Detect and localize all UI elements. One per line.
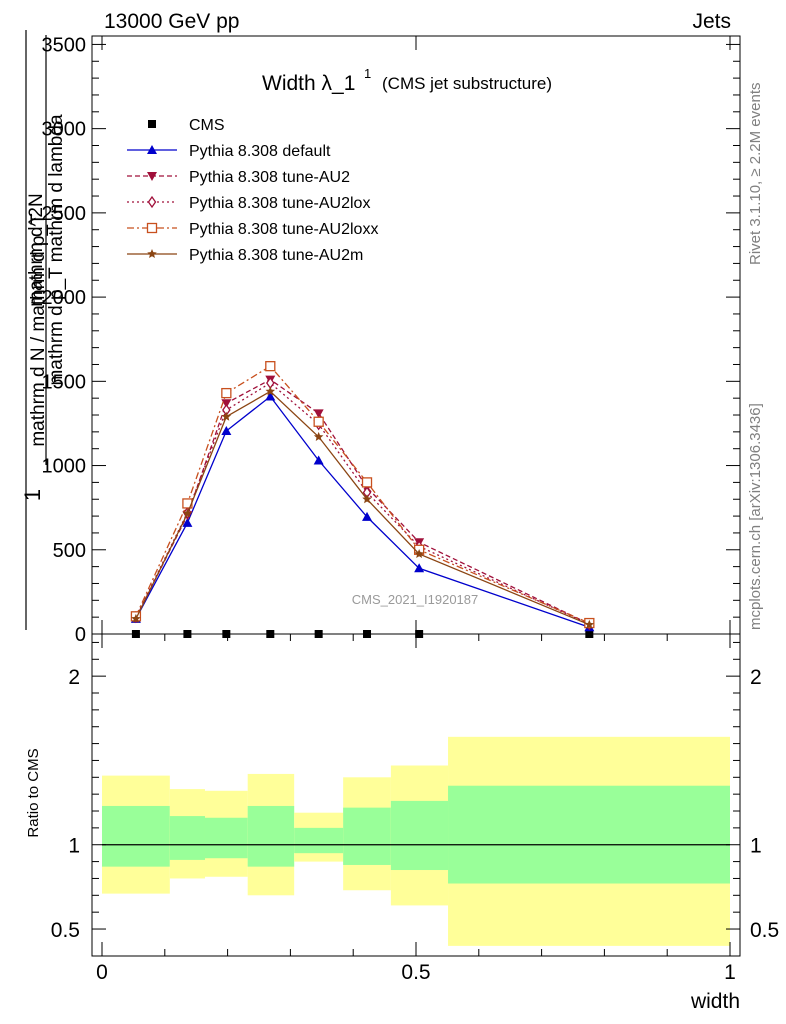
upper-ytick-label: 2500 bbox=[42, 203, 87, 225]
ratio-ylabel: Ratio to CMS bbox=[25, 748, 42, 837]
uncertainty-band-green bbox=[247, 805, 295, 867]
legend-label: Pythia 8.308 tune-AU2m bbox=[189, 247, 363, 264]
legend-marker bbox=[147, 249, 157, 259]
series-line bbox=[135, 378, 590, 625]
data-point bbox=[221, 399, 232, 409]
lower-panel: 0.5 0.5 1 1 2 2 0 0.5 1 Ratio to CMS width bbox=[25, 36, 779, 1013]
series-line bbox=[135, 382, 590, 625]
uncertainty-band-green bbox=[448, 785, 730, 884]
legend-marker bbox=[146, 222, 158, 234]
data-point bbox=[361, 477, 373, 488]
legend-label: Pythia 8.308 tune-AU2loxx bbox=[189, 221, 378, 238]
legend-marker bbox=[147, 145, 157, 154]
uncertainty-band-green bbox=[169, 816, 205, 860]
upper-ytick-label: 500 bbox=[53, 540, 86, 562]
ylabel-numerator: 1 bbox=[20, 489, 45, 501]
ylabel-denominator: mathrm d N / mathrm d p_T bbox=[28, 213, 49, 447]
xtick-label: 1 bbox=[724, 961, 736, 984]
series-line bbox=[135, 390, 590, 626]
data-point bbox=[584, 619, 595, 629]
series-line bbox=[135, 395, 590, 628]
upper-panel: 0 500 1000 1500 2000 2500 3000 3500 Width λ_1 1… bbox=[42, 34, 741, 646]
legend-label: Pythia 8.308 tune-AU2 bbox=[189, 169, 350, 186]
rivet-side-label: Rivet 3.1.10, ≥ 2.2M events bbox=[747, 83, 764, 266]
series-line bbox=[135, 365, 590, 624]
data-point bbox=[182, 517, 193, 527]
data-point bbox=[265, 386, 276, 396]
lower-ytick-label-right: 0.5 bbox=[750, 919, 779, 942]
upper-ytick-label: 2000 bbox=[42, 287, 87, 309]
mcplots-side-label-group: mcplots.cern.ch [arXiv:1306.3436] bbox=[747, 403, 764, 630]
data-point bbox=[221, 411, 232, 421]
upper-ytick-label: 3000 bbox=[42, 119, 87, 141]
ylabel-inner-top: mathrm d^2N bbox=[26, 193, 47, 306]
xtick-label: 0 bbox=[96, 961, 108, 984]
uncertainty-band-green bbox=[204, 817, 248, 859]
data-point bbox=[313, 416, 324, 427]
header-right-label: Jets bbox=[692, 10, 731, 33]
uncertainty-band-green bbox=[102, 805, 170, 867]
lower-ylabel: Ratio to CMS bbox=[25, 748, 42, 837]
uncertainty-band-green bbox=[390, 800, 449, 871]
header-left-label: 13000 GeV pp bbox=[104, 10, 239, 33]
legend-marker bbox=[148, 120, 156, 128]
legend-marker bbox=[147, 172, 157, 181]
legend-label: Pythia 8.308 default bbox=[189, 143, 331, 160]
data-point bbox=[131, 613, 141, 623]
plot-title-superscript: 1 bbox=[364, 66, 371, 81]
uncertainty-band-green bbox=[343, 807, 391, 865]
upper-ytick-label: 0 bbox=[75, 624, 86, 646]
upper-ytick-label: 3500 bbox=[42, 34, 87, 56]
lower-ytick-label-right: 2 bbox=[750, 666, 762, 689]
watermark-label: CMS_2021_I1920187 bbox=[352, 592, 479, 607]
lower-ytick-label: 1 bbox=[68, 835, 80, 858]
legend-label: CMS bbox=[189, 117, 225, 134]
legend-marker bbox=[147, 195, 157, 209]
ylabel-inner-bottom: mathrm d p_T mathrm d lambda bbox=[46, 114, 67, 385]
plot-title: Width λ_1 bbox=[262, 72, 355, 95]
upper-ytick-label: 1500 bbox=[42, 371, 87, 393]
data-point bbox=[313, 455, 324, 465]
data-point bbox=[265, 391, 276, 401]
data-point bbox=[313, 409, 324, 419]
legend-label: Pythia 8.308 tune-AU2lox bbox=[189, 195, 370, 212]
uncertainty-band-green bbox=[294, 827, 344, 854]
upper-ylabel: 1 mathrm d N / mathrm d p_T bbox=[20, 30, 49, 630]
data-point bbox=[313, 431, 324, 441]
series-1 bbox=[130, 391, 595, 632]
data-point bbox=[414, 563, 425, 573]
data-point bbox=[265, 361, 276, 372]
mcplots-side-label: mcplots.cern.ch [arXiv:1306.3436] bbox=[747, 403, 764, 630]
lower-ytick-label: 0.5 bbox=[51, 919, 80, 942]
data-point bbox=[221, 426, 232, 436]
upper-ytick-label: 1000 bbox=[42, 456, 87, 478]
upper-ylabel-inner: mathrm d^2N mathrm d p_T mathrm d lambda bbox=[26, 35, 67, 465]
lower-ytick-label-right: 1 bbox=[750, 835, 762, 858]
xlabel: width bbox=[690, 990, 740, 1013]
data-point bbox=[221, 387, 232, 399]
plot-subtitle: (CMS jet substructure) bbox=[382, 74, 552, 93]
rivet-side-label-group: Rivet 3.1.10, ≥ 2.2M events bbox=[747, 83, 764, 266]
data-point bbox=[362, 511, 373, 521]
series-5 bbox=[131, 386, 595, 629]
data-point bbox=[362, 494, 372, 504]
xtick-label: 0.5 bbox=[401, 961, 430, 984]
legend: CMS Pythia 8.308 default Pythia 8.308 tune… bbox=[127, 117, 378, 264]
data-point bbox=[182, 508, 193, 518]
series-2 bbox=[130, 375, 595, 629]
data-point bbox=[414, 548, 424, 559]
lower-ytick-label: 2 bbox=[68, 666, 80, 689]
